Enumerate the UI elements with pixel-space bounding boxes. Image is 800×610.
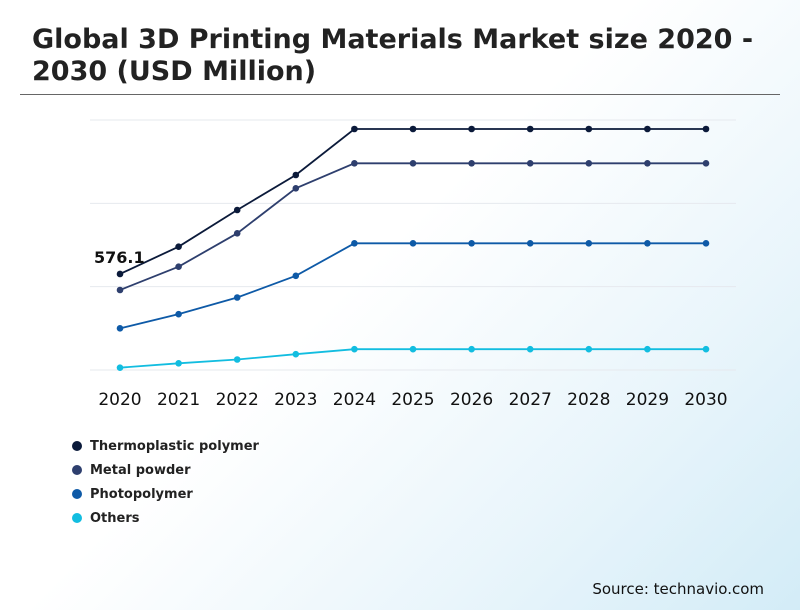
data-point: [644, 125, 651, 133]
data-point: [526, 240, 534, 247]
legend-marker-icon: [72, 441, 82, 451]
data-point: [233, 230, 241, 237]
data-point: [526, 345, 534, 353]
series-line-2: [119, 242, 706, 330]
chart-legend: Thermoplastic polymer Metal powder Photopo…: [72, 434, 259, 530]
data-point: [468, 240, 475, 247]
x-tick-label: 2029: [626, 390, 669, 410]
legend-marker-icon: [72, 513, 82, 523]
data-point: [644, 345, 651, 353]
data-point: [526, 125, 534, 133]
data-point: [233, 206, 241, 214]
data-point: [468, 160, 475, 167]
x-tick-label: 2028: [567, 390, 610, 410]
x-tick-label: 2030: [684, 390, 727, 410]
data-point: [468, 125, 475, 133]
title-divider: [20, 94, 780, 95]
data-point: [175, 243, 182, 250]
data-point: [351, 240, 358, 247]
data-point: [702, 240, 710, 247]
data-point: [292, 171, 300, 179]
data-point: [585, 240, 593, 247]
legend-label: Thermoplastic polymer: [90, 438, 259, 454]
legend-label: Metal powder: [90, 462, 191, 478]
data-point: [585, 125, 593, 133]
legend-item: Photopolymer: [72, 482, 259, 506]
data-point: [351, 125, 358, 133]
source-note: Source: technavio.com: [592, 580, 764, 598]
data-point: [409, 160, 417, 167]
x-tick-label: 2023: [274, 390, 317, 410]
data-point: [233, 356, 241, 363]
data-point: [409, 125, 417, 133]
series-line-1: [119, 162, 706, 291]
data-point: [116, 286, 124, 294]
data-point: [292, 350, 300, 358]
data-point: [292, 272, 300, 280]
data-point: [116, 364, 124, 371]
x-tick-label: 2022: [216, 390, 259, 410]
data-point: [526, 160, 534, 167]
x-tick-label: 2027: [509, 390, 552, 410]
data-point: [585, 160, 593, 167]
data-point: [702, 345, 710, 353]
legend-item: Thermoplastic polymer: [72, 434, 259, 458]
x-tick-label: 2026: [450, 390, 493, 410]
legend-marker-icon: [72, 465, 82, 475]
data-point: [585, 345, 593, 353]
data-point: [409, 240, 417, 247]
legend-label: Others: [90, 510, 140, 526]
data-point: [702, 125, 710, 133]
legend-item: Metal powder: [72, 458, 259, 482]
data-point: [644, 240, 651, 247]
data-point: [116, 270, 124, 278]
x-tick-label: 2020: [98, 390, 141, 410]
x-tick-label: 2025: [391, 390, 434, 410]
data-point: [702, 160, 710, 167]
data-point: [409, 345, 417, 353]
line-chart: 2020 2021 2022 2023 2024 2025 2026 2027 2028 2029…: [90, 119, 736, 410]
data-point: [175, 360, 182, 367]
data-point: [644, 160, 651, 167]
legend-item: Others: [72, 506, 259, 530]
series-line-0: [119, 128, 706, 275]
x-tick-label: 2021: [157, 390, 200, 410]
data-label: 576.1: [94, 248, 145, 267]
chart-title: Global 3D Printing Materials Market size…: [32, 24, 754, 87]
data-point: [468, 345, 475, 353]
data-point: [233, 294, 241, 301]
data-point: [175, 263, 182, 270]
data-point: [116, 325, 124, 332]
legend-marker-icon: [72, 489, 82, 499]
data-point: [292, 185, 300, 192]
data-point: [351, 160, 358, 167]
legend-label: Photopolymer: [90, 486, 193, 502]
data-point: [351, 345, 358, 353]
x-tick-label: 2024: [333, 390, 376, 410]
data-point: [175, 310, 182, 318]
